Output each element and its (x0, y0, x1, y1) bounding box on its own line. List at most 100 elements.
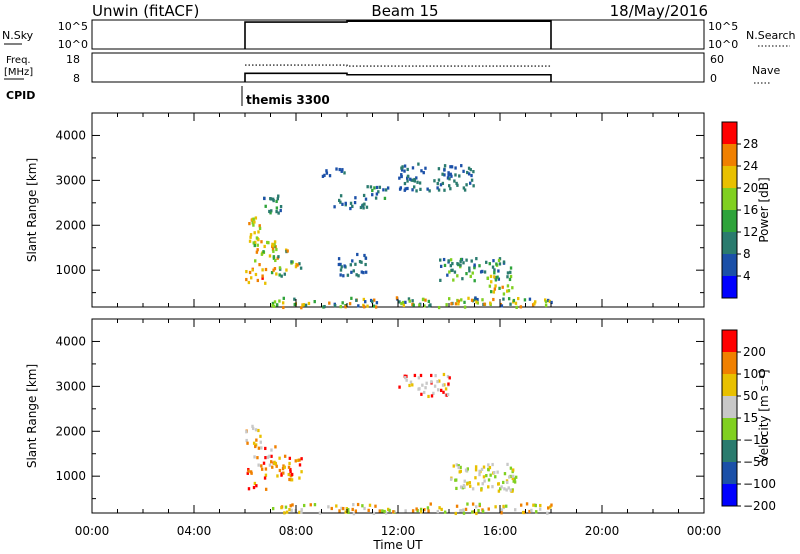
velocity-cell (345, 507, 349, 511)
power-cell (418, 303, 421, 307)
colorbar-segment (722, 276, 737, 298)
velocity-cell (443, 383, 446, 387)
power-cell (372, 304, 376, 308)
power-cell (441, 172, 444, 176)
colorbar-segment (722, 232, 737, 254)
power-cell (439, 258, 442, 262)
colorbar-segment (722, 418, 737, 440)
power-cell (449, 187, 452, 191)
velocity-cell (472, 510, 476, 514)
nave-tick-bottom: 0 (710, 72, 717, 85)
velocity-cell (426, 506, 430, 510)
power-cell (465, 183, 468, 187)
power-cell (249, 235, 252, 239)
power-cell (439, 183, 443, 187)
power-cell (485, 260, 488, 264)
velocity-cell (491, 462, 494, 467)
colorbar-segment (722, 396, 737, 418)
velocity-cell (278, 456, 281, 460)
velocity-cell (488, 465, 492, 470)
power-cell (465, 258, 468, 262)
velocity-axes: 1000 2000 3000 4000 (55, 319, 705, 513)
velocity-cell (300, 470, 303, 474)
power-cell (364, 256, 368, 260)
velocity-cell (413, 373, 417, 378)
velocity-cell (287, 465, 291, 469)
nsearch-tick-bottom: 10^0 (708, 38, 738, 51)
power-cell (475, 300, 478, 304)
power-cell (476, 297, 479, 302)
velocity-cell (274, 462, 277, 466)
velocity-cell (327, 505, 330, 509)
velocity-cell (260, 467, 264, 471)
velocity-cell (352, 512, 356, 516)
power-cell (375, 192, 379, 196)
velocity-cell (282, 471, 285, 475)
power-cell (300, 306, 303, 310)
velocity-cell (496, 470, 499, 474)
velocity-cell (367, 508, 370, 512)
velocity-cell (509, 466, 513, 470)
colorbar-segment (722, 352, 737, 374)
power-cell (275, 199, 278, 204)
velocity-cell (374, 504, 377, 508)
velocity-cell (263, 476, 267, 480)
station-title: Unwin (fitACF) (92, 2, 199, 20)
power-cell (278, 299, 281, 303)
power-cell (454, 166, 457, 170)
velocity-cell (530, 508, 533, 512)
power-cell (248, 222, 251, 226)
velocity-cell (462, 484, 466, 489)
velocity-cell (340, 506, 343, 510)
power-cell (415, 176, 418, 180)
power-cell (417, 162, 420, 166)
power-cell (254, 259, 257, 263)
power-cell (462, 186, 466, 190)
power-cell (261, 274, 264, 278)
power-cell (323, 304, 326, 309)
power-cell (450, 302, 453, 306)
velocity-cell (474, 476, 477, 480)
velocity-cell (445, 393, 448, 397)
power-cell (383, 196, 387, 200)
power-cell (433, 179, 436, 183)
velocity-cell (420, 392, 423, 396)
colorbar-tick-label: 50 (743, 389, 758, 403)
power-cell (348, 302, 352, 306)
velocity-cell (342, 506, 345, 511)
power-cell (443, 168, 446, 172)
power-cell (277, 211, 280, 215)
power-cell (479, 270, 483, 274)
power-cell (304, 303, 308, 307)
power-cell (449, 264, 453, 268)
velocity-cell (411, 383, 414, 387)
velocity-cell (278, 468, 282, 473)
power-cell (339, 200, 342, 204)
power-cell (406, 174, 410, 178)
power-cell (278, 273, 281, 277)
power-cell (439, 264, 443, 268)
power-cell (467, 296, 470, 300)
colorbar-segment (722, 210, 737, 232)
power-cell (496, 275, 499, 279)
power-cell (466, 170, 469, 175)
velocity-cell (487, 463, 490, 467)
power-cell (299, 266, 303, 270)
power-cell (476, 301, 479, 305)
power-cell (374, 305, 378, 309)
power-cell (443, 263, 447, 268)
power-cell (528, 297, 532, 301)
power-cell (373, 298, 376, 302)
velocity-cell (291, 503, 294, 507)
velocity-cell (270, 448, 273, 452)
y-tick-label: 4000 (55, 334, 86, 348)
power-cell (411, 166, 415, 170)
velocity-cell (478, 502, 481, 506)
velocity-cell (471, 510, 474, 514)
power-cell (489, 301, 492, 305)
power-cell (353, 201, 357, 205)
velocity-cell (483, 479, 486, 483)
power-cell (282, 305, 285, 310)
power-cell (248, 270, 252, 275)
